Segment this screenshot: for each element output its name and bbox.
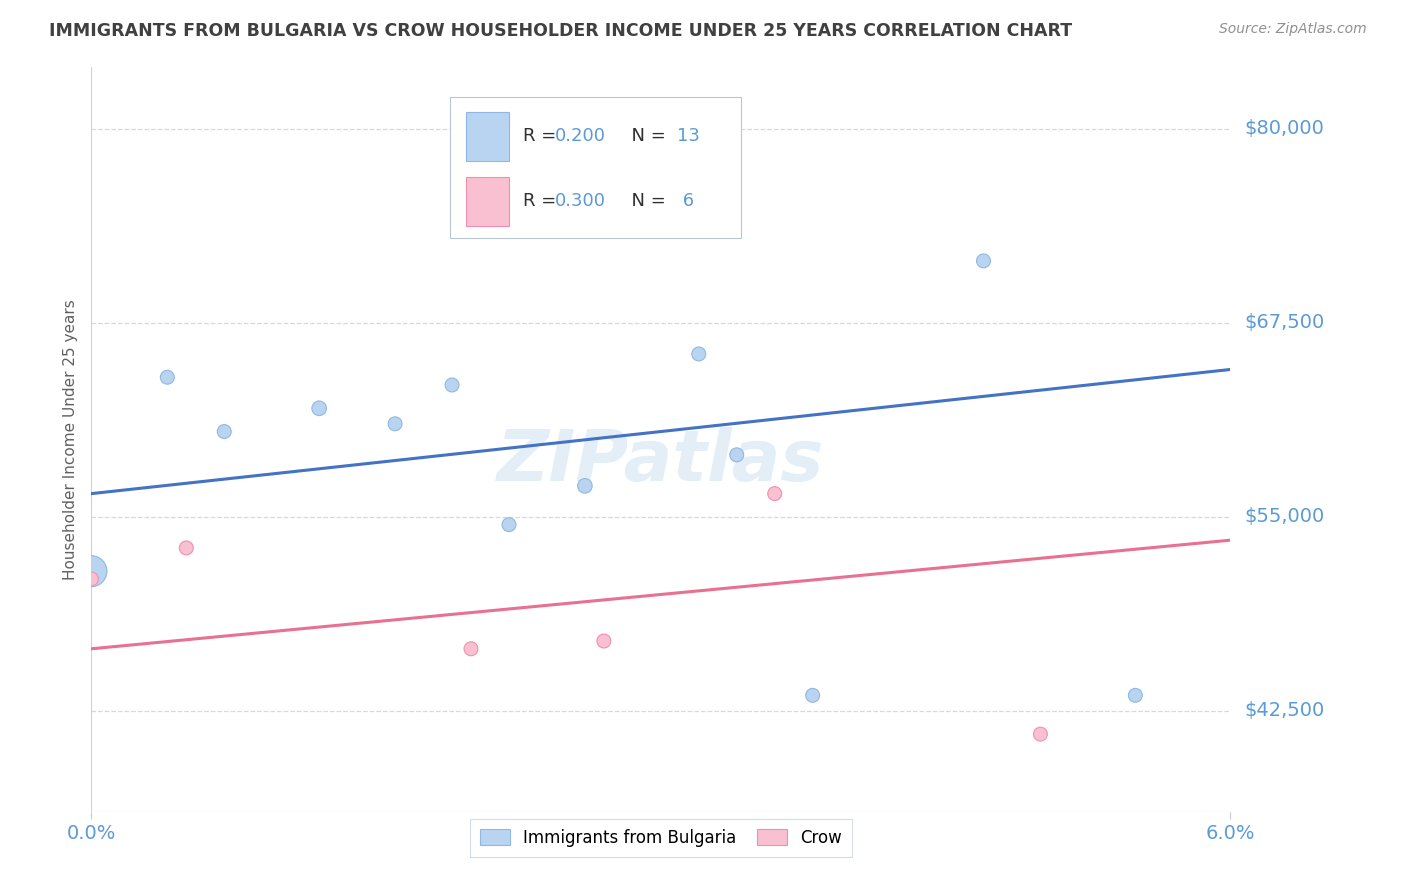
Text: R =: R = xyxy=(523,128,562,145)
Point xyxy=(441,378,464,392)
Point xyxy=(574,479,596,493)
Text: N =: N = xyxy=(620,128,671,145)
FancyBboxPatch shape xyxy=(465,112,509,161)
Point xyxy=(384,417,406,431)
Text: N =: N = xyxy=(620,193,671,211)
Text: Source: ZipAtlas.com: Source: ZipAtlas.com xyxy=(1219,22,1367,37)
Point xyxy=(80,572,103,586)
Point xyxy=(593,634,616,648)
Point xyxy=(1125,689,1147,703)
FancyBboxPatch shape xyxy=(465,178,509,226)
Point xyxy=(688,347,710,361)
Text: 6: 6 xyxy=(676,193,695,211)
Text: $42,500: $42,500 xyxy=(1244,701,1324,721)
Text: 13: 13 xyxy=(676,128,700,145)
Text: 0.200: 0.200 xyxy=(555,128,606,145)
Point xyxy=(801,689,824,703)
Text: ZIPatlas: ZIPatlas xyxy=(498,427,824,496)
Text: R =: R = xyxy=(523,193,562,211)
Point xyxy=(156,370,179,384)
Text: $80,000: $80,000 xyxy=(1244,120,1324,138)
Point xyxy=(763,486,786,500)
Legend: Immigrants from Bulgaria, Crow: Immigrants from Bulgaria, Crow xyxy=(470,819,852,857)
Text: IMMIGRANTS FROM BULGARIA VS CROW HOUSEHOLDER INCOME UNDER 25 YEARS CORRELATION C: IMMIGRANTS FROM BULGARIA VS CROW HOUSEHO… xyxy=(49,22,1073,40)
Text: $67,500: $67,500 xyxy=(1244,313,1324,333)
Text: $55,000: $55,000 xyxy=(1244,508,1324,526)
Point xyxy=(498,517,520,532)
Point xyxy=(80,564,103,578)
Point xyxy=(973,253,995,268)
Point xyxy=(1029,727,1052,741)
Point xyxy=(460,641,482,656)
Point xyxy=(725,448,748,462)
Y-axis label: Householder Income Under 25 years: Householder Income Under 25 years xyxy=(63,299,79,580)
Point xyxy=(308,401,330,416)
FancyBboxPatch shape xyxy=(450,96,741,238)
Text: 0.300: 0.300 xyxy=(555,193,606,211)
Point xyxy=(174,541,197,555)
Point xyxy=(214,425,236,439)
